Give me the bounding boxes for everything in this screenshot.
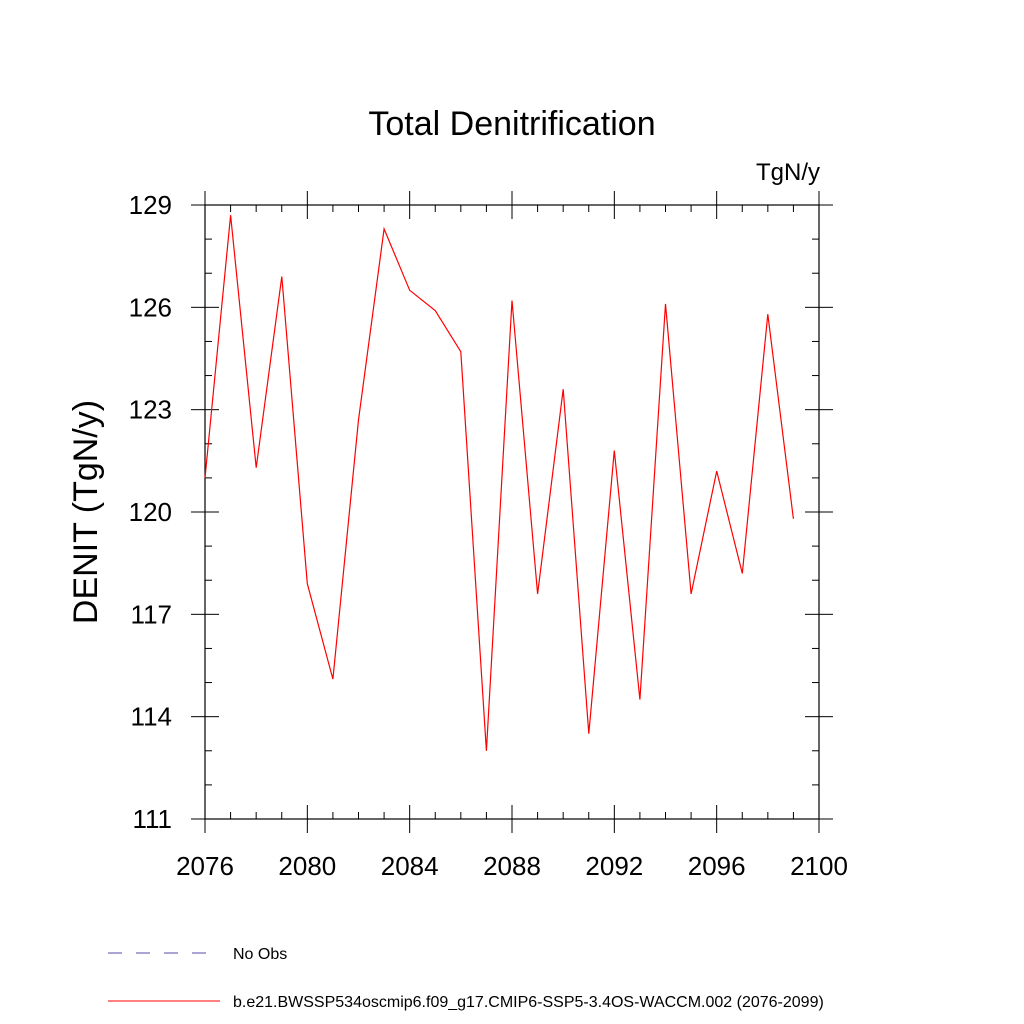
axis-ticks bbox=[191, 191, 833, 833]
legend: No Obs b.e21.BWSSP534oscmip6.f09_g17.CMIP… bbox=[108, 946, 824, 1011]
x-tick-label: 2092 bbox=[585, 851, 643, 881]
y-tick-label: 111 bbox=[132, 804, 172, 834]
y-tick-label: 126 bbox=[129, 292, 172, 322]
y-tick-label: 123 bbox=[129, 395, 172, 425]
legend-label: No Obs bbox=[233, 946, 287, 963]
y-tick-label: 117 bbox=[131, 599, 172, 629]
x-tick-label: 2088 bbox=[483, 851, 541, 881]
legend-label: b.e21.BWSSP534oscmip6.f09_g17.CMIP6-SSP5… bbox=[233, 994, 824, 1011]
x-tick-label: 2100 bbox=[790, 851, 848, 881]
y-axis-label: DENIT (TgN/y) bbox=[67, 400, 105, 624]
x-tick-label: 2096 bbox=[688, 851, 746, 881]
x-tick-label: 2076 bbox=[176, 851, 234, 881]
x-tick-label: 2084 bbox=[381, 851, 439, 881]
units-label: TgN/y bbox=[756, 159, 820, 186]
chart-title: Total Denitrification bbox=[368, 105, 655, 143]
x-tick-label: 2080 bbox=[278, 851, 336, 881]
y-tick-label: 120 bbox=[129, 497, 172, 527]
tick-labels: 2076 2080 2084 2088 2092 2096 2100 111 114 117 120… bbox=[129, 190, 848, 881]
series-layer bbox=[204, 215, 794, 751]
series-line bbox=[204, 215, 794, 751]
y-tick-label: 129 bbox=[129, 190, 172, 220]
y-tick-label: 114 bbox=[131, 702, 172, 732]
